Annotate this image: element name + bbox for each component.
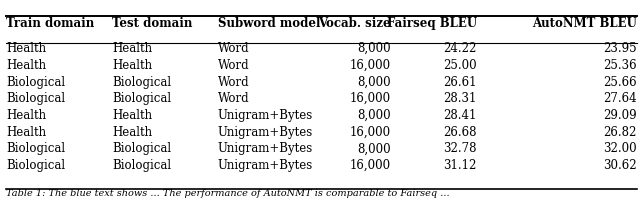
Text: Subword model: Subword model — [218, 17, 320, 30]
Text: Word: Word — [218, 92, 249, 105]
Text: 8,000: 8,000 — [356, 42, 390, 55]
Text: Health: Health — [6, 59, 47, 72]
Text: Unigram+Bytes: Unigram+Bytes — [218, 126, 313, 139]
Text: Biological: Biological — [112, 142, 171, 155]
Text: 29.09: 29.09 — [603, 109, 637, 122]
Text: 26.68: 26.68 — [444, 126, 477, 139]
Text: AutoNMT BLEU: AutoNMT BLEU — [532, 17, 637, 30]
Text: 8,000: 8,000 — [356, 75, 390, 89]
Text: Health: Health — [6, 42, 47, 55]
Text: 8,000: 8,000 — [356, 109, 390, 122]
Text: Health: Health — [112, 42, 152, 55]
Text: Unigram+Bytes: Unigram+Bytes — [218, 159, 313, 172]
Text: Word: Word — [218, 75, 249, 89]
Text: Vocab. size: Vocab. size — [318, 17, 390, 30]
Text: Fairseq BLEU: Fairseq BLEU — [387, 17, 477, 30]
Text: Biological: Biological — [112, 159, 171, 172]
Text: 25.66: 25.66 — [603, 75, 637, 89]
Text: Health: Health — [112, 126, 152, 139]
Text: 16,000: 16,000 — [349, 59, 390, 72]
Text: Biological: Biological — [6, 92, 65, 105]
Text: 26.82: 26.82 — [604, 126, 637, 139]
Text: 8,000: 8,000 — [356, 142, 390, 155]
Text: 27.64: 27.64 — [603, 92, 637, 105]
Text: 16,000: 16,000 — [349, 159, 390, 172]
Text: Word: Word — [218, 59, 249, 72]
Text: 28.31: 28.31 — [444, 92, 477, 105]
Text: Table 1: The blue text shows ... The performance of AutoNMT is comparable to Fai: Table 1: The blue text shows ... The per… — [6, 189, 450, 198]
Text: Health: Health — [112, 109, 152, 122]
Text: 31.12: 31.12 — [444, 159, 477, 172]
Text: 30.62: 30.62 — [603, 159, 637, 172]
Text: 24.22: 24.22 — [444, 42, 477, 55]
Text: 23.95: 23.95 — [603, 42, 637, 55]
Text: 26.61: 26.61 — [444, 75, 477, 89]
Text: 25.00: 25.00 — [443, 59, 477, 72]
Text: 32.78: 32.78 — [444, 142, 477, 155]
Text: Word: Word — [218, 42, 249, 55]
Text: Biological: Biological — [6, 159, 65, 172]
Text: Biological: Biological — [6, 142, 65, 155]
Text: 28.41: 28.41 — [444, 109, 477, 122]
Text: 25.36: 25.36 — [603, 59, 637, 72]
Text: Biological: Biological — [112, 92, 171, 105]
Text: Unigram+Bytes: Unigram+Bytes — [218, 142, 313, 155]
Text: 16,000: 16,000 — [349, 92, 390, 105]
Text: Health: Health — [112, 59, 152, 72]
Text: Train domain: Train domain — [6, 17, 95, 30]
Text: 32.00: 32.00 — [603, 142, 637, 155]
Text: 16,000: 16,000 — [349, 126, 390, 139]
Text: Health: Health — [6, 109, 47, 122]
Text: Biological: Biological — [6, 75, 65, 89]
Text: Test domain: Test domain — [112, 17, 193, 30]
Text: Biological: Biological — [112, 75, 171, 89]
Text: Unigram+Bytes: Unigram+Bytes — [218, 109, 313, 122]
Text: Health: Health — [6, 126, 47, 139]
